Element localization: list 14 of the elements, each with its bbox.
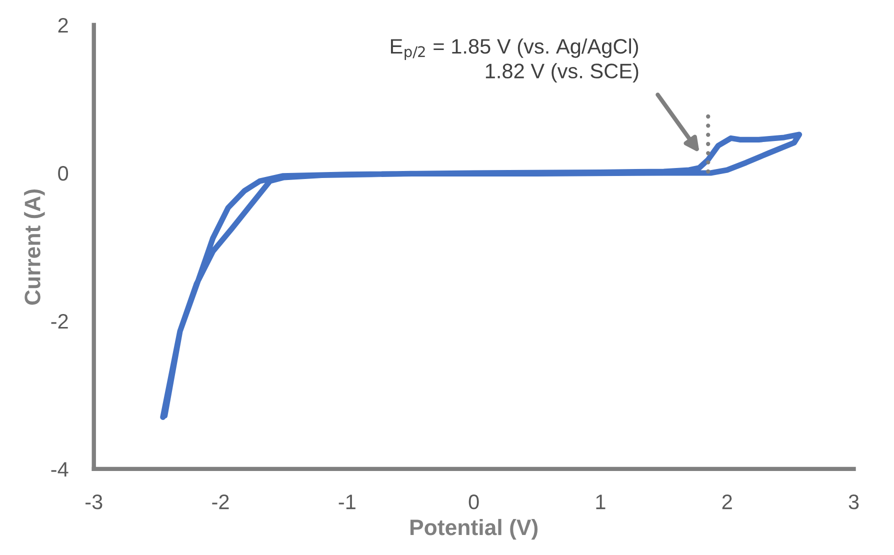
- y-axis-title: Current (A): [24, 189, 45, 305]
- x-axis-title: Potential (V): [410, 518, 538, 540]
- x-tick-label: -3: [86, 494, 102, 510]
- x-tick-label: -1: [338, 494, 356, 510]
- y-tick-label: -2: [51, 314, 68, 329]
- y-tick-label: 2: [58, 18, 68, 33]
- x-tick-label: -2: [212, 494, 229, 510]
- y-tick-label: -4: [51, 462, 68, 477]
- annotation: E$_{p/2}$ = 1.85 V (vs. Ag/AgCl) 1.82 V (vs. SCE): [390, 38, 638, 83]
- y-tick-label: 0: [58, 166, 68, 181]
- x-tick-label: 2: [722, 494, 732, 510]
- x-tick-label: 0: [468, 494, 479, 510]
- x-tick-label: 3: [848, 494, 859, 510]
- x-tick-label: 1: [596, 494, 606, 510]
